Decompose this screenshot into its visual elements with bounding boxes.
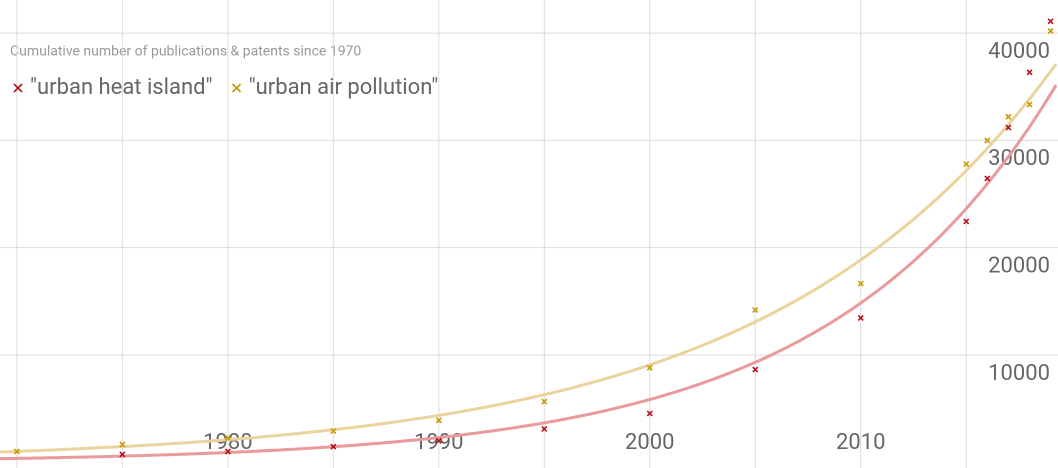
marker-stroke xyxy=(1047,18,1054,25)
marker-stroke xyxy=(119,451,126,458)
x-tick-label: 2000 xyxy=(625,430,674,455)
legend-marker xyxy=(232,83,242,93)
point xyxy=(984,137,991,144)
point xyxy=(752,306,759,313)
marker-stroke xyxy=(435,417,442,424)
point xyxy=(1005,124,1012,131)
marker-stroke xyxy=(13,83,23,93)
point xyxy=(646,410,653,417)
chart-subtitle: Cumulative number of publications & pate… xyxy=(10,44,361,60)
point xyxy=(119,451,126,458)
point xyxy=(752,366,759,373)
point xyxy=(1026,69,1033,76)
legend-label: "urban heat island" xyxy=(30,75,213,100)
point xyxy=(1047,18,1054,25)
legend-label: "urban air pollution" xyxy=(249,75,439,100)
point xyxy=(330,443,337,450)
point xyxy=(963,160,970,168)
marker-stroke xyxy=(1047,27,1054,35)
marker-stroke xyxy=(119,441,126,448)
marker-stroke xyxy=(646,410,653,417)
point xyxy=(119,441,126,448)
marker-stroke xyxy=(1026,101,1033,108)
marker-stroke xyxy=(435,437,442,444)
marker-stroke xyxy=(984,137,991,144)
marker-stroke xyxy=(646,364,653,371)
marker-stroke xyxy=(330,428,337,435)
point xyxy=(541,425,548,433)
marker-stroke xyxy=(224,448,231,455)
point xyxy=(963,218,970,225)
marker-stroke xyxy=(752,366,759,373)
marker-stroke xyxy=(541,398,548,405)
marker-stroke xyxy=(1005,113,1012,120)
y-tick-label: 20000 xyxy=(988,253,1050,278)
point xyxy=(857,280,864,287)
marker-stroke xyxy=(752,306,759,313)
marker-stroke xyxy=(232,83,242,93)
point xyxy=(435,437,442,444)
y-tick-label: 30000 xyxy=(988,146,1050,171)
marker-stroke xyxy=(963,160,970,168)
point xyxy=(1005,113,1012,120)
point xyxy=(984,175,991,182)
legend-marker xyxy=(13,83,23,93)
x-tick-label: 1990 xyxy=(414,430,463,455)
marker-stroke xyxy=(857,280,864,287)
point xyxy=(224,435,231,442)
marker-stroke xyxy=(984,175,991,182)
point xyxy=(435,417,442,424)
point xyxy=(330,428,337,435)
marker-stroke xyxy=(541,425,548,433)
marker-stroke xyxy=(857,314,864,322)
point xyxy=(1026,101,1033,108)
point xyxy=(13,448,20,455)
marker-stroke xyxy=(963,218,970,225)
point xyxy=(646,364,653,371)
y-tick-label: 40000 xyxy=(988,39,1050,64)
point xyxy=(857,314,864,322)
point xyxy=(541,398,548,405)
point xyxy=(1047,27,1054,35)
trend-line xyxy=(0,84,1058,461)
marker-stroke xyxy=(1026,69,1033,76)
y-tick-label: 10000 xyxy=(988,361,1050,386)
point xyxy=(224,448,231,455)
marker-stroke xyxy=(330,443,337,450)
trend-line xyxy=(0,63,1058,454)
marker-stroke xyxy=(224,435,231,442)
marker-stroke xyxy=(13,448,20,455)
x-tick-label: 2010 xyxy=(836,430,885,455)
marker-stroke xyxy=(1005,124,1012,131)
